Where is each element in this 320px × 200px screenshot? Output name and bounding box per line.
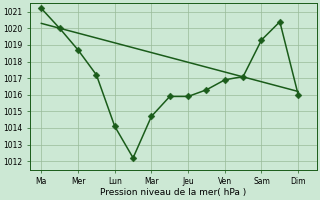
X-axis label: Pression niveau de la mer( hPa ): Pression niveau de la mer( hPa ): [100, 188, 247, 197]
